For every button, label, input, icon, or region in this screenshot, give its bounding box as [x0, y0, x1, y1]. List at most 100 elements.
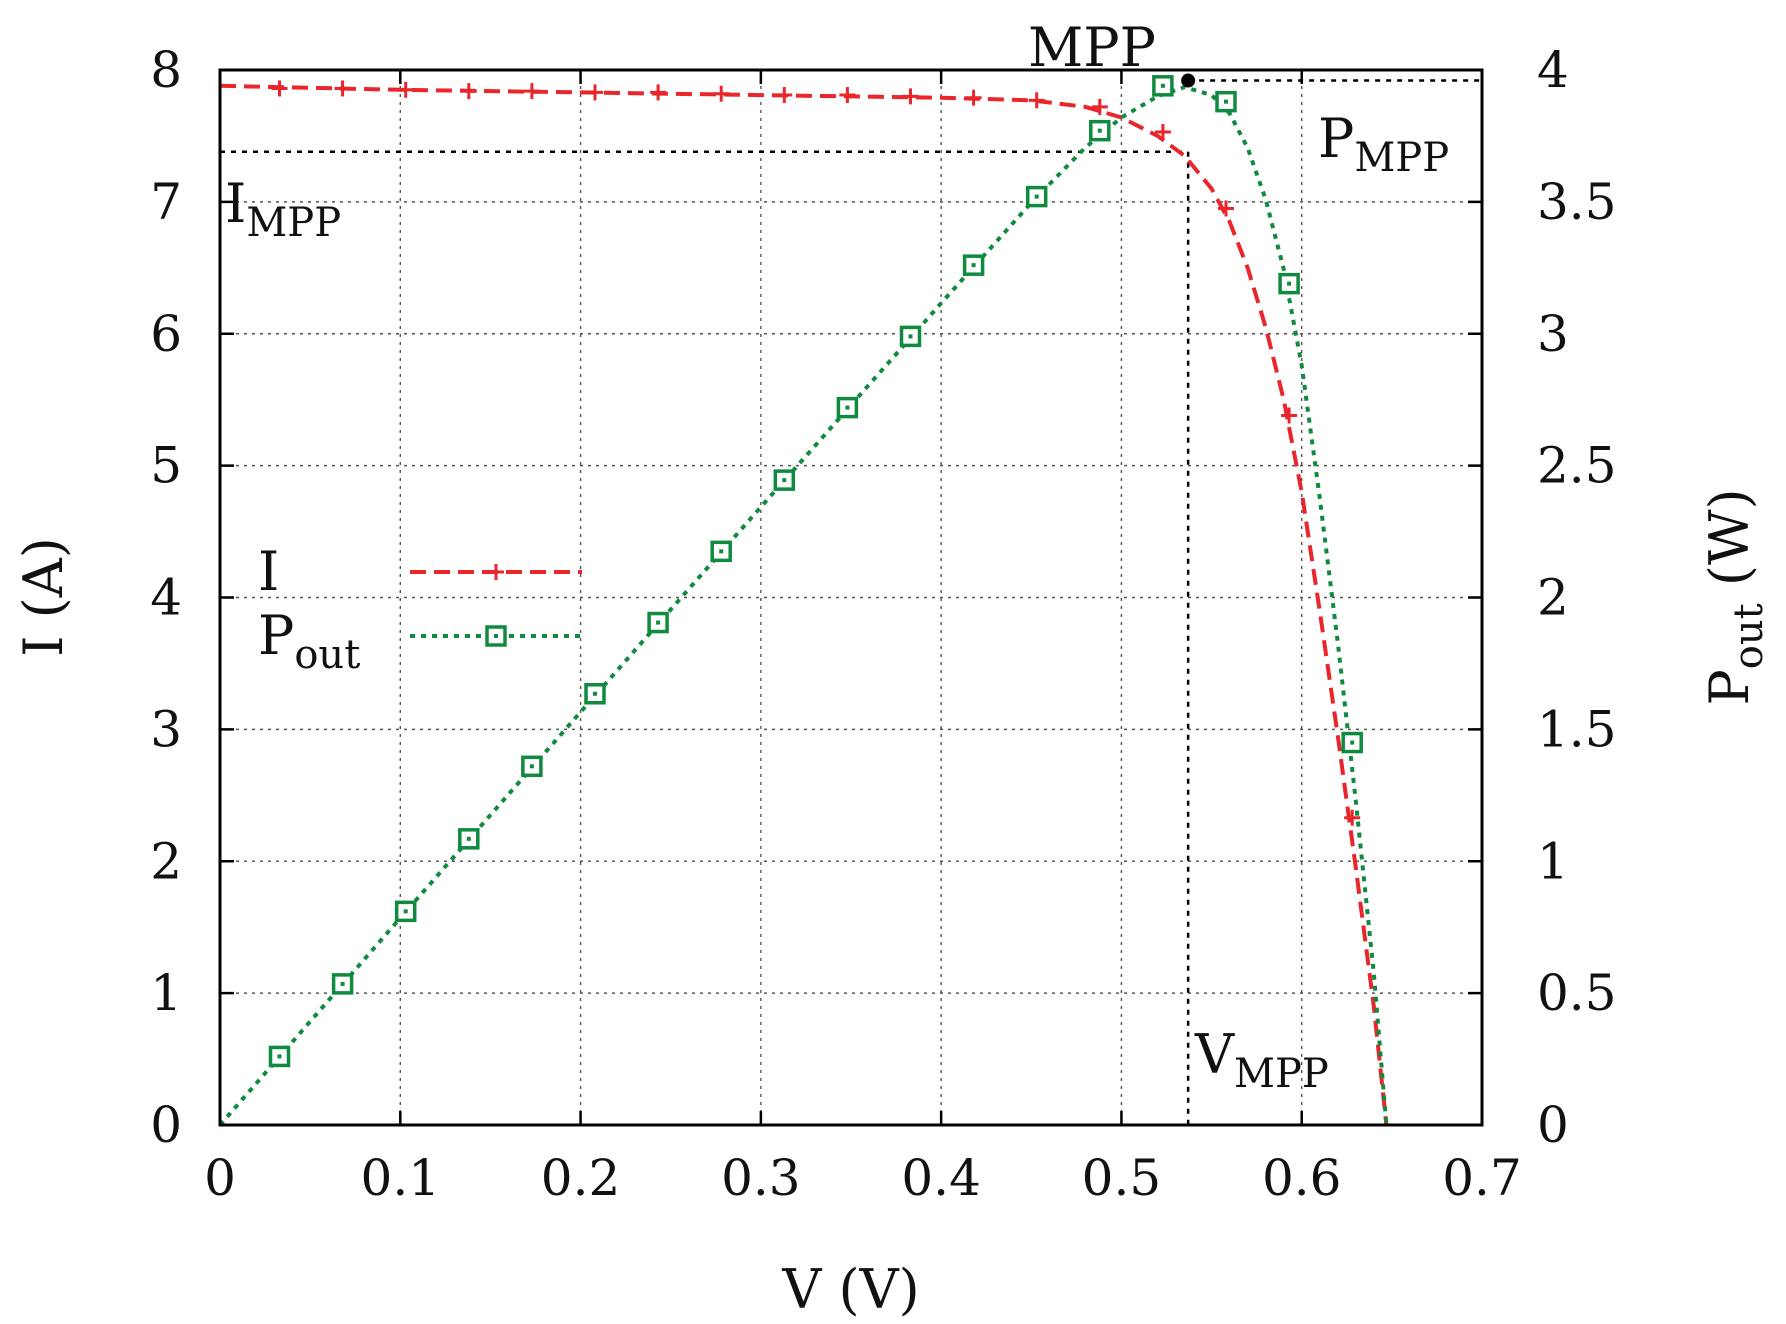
legend-label-main: I	[258, 540, 279, 603]
y2-axis-title: Pout (W)	[1698, 488, 1772, 705]
data-point	[710, 540, 732, 563]
series-line	[218, 85, 1389, 1127]
data-point	[1281, 407, 1298, 424]
legend-label-sub: out	[294, 632, 360, 678]
marker-dot	[1287, 281, 1292, 286]
data-point	[1217, 200, 1234, 217]
data-point	[899, 325, 922, 348]
data-point	[1028, 92, 1045, 109]
series-power	[218, 75, 1389, 1127]
marker-dot	[908, 334, 913, 339]
data-point	[776, 87, 793, 104]
data-point	[1278, 272, 1300, 295]
x-axis-title: V (V)	[781, 1258, 919, 1321]
legend-entry: I	[258, 540, 582, 603]
legend-entry: Pout	[258, 604, 582, 678]
y-axis-title: I (A)	[12, 537, 75, 657]
data-point	[965, 89, 982, 106]
data-point	[334, 80, 351, 97]
series-line	[219, 83, 1389, 1126]
pmpp-label-main: P	[1318, 107, 1354, 170]
x-tick-label: 0.7	[1442, 1149, 1522, 1207]
legend-swatch-marker	[485, 625, 507, 647]
data-point	[1341, 731, 1363, 754]
mpp-guide-lines	[220, 79, 1482, 1125]
x-tick-label: 0.2	[541, 1149, 621, 1207]
data-point	[1152, 75, 1174, 97]
y-tick-label: 6	[150, 305, 182, 363]
y-tick-label: 2	[150, 832, 182, 890]
series-current	[219, 80, 1389, 1126]
marker-dot	[1160, 83, 1165, 88]
data-point	[397, 81, 414, 98]
marker-dot	[529, 764, 534, 769]
data-point	[773, 469, 796, 491]
data-point	[458, 828, 480, 850]
vmpp-label-sub: MPP	[1234, 1051, 1329, 1097]
data-point	[1344, 809, 1361, 826]
marker-dot	[782, 478, 787, 483]
pmpp-label-sub: MPP	[1354, 135, 1449, 181]
data-point	[836, 396, 859, 419]
data-point	[902, 88, 919, 105]
x-tick-label: 0.3	[721, 1149, 801, 1207]
data-point	[650, 84, 667, 101]
data-point	[839, 87, 856, 104]
x-tick-label: 0.6	[1262, 1149, 1342, 1207]
pmpp-label: PMPP	[1318, 107, 1449, 181]
x-tick-label: 0.4	[901, 1149, 981, 1207]
y2-tick-label: 1	[1537, 832, 1569, 890]
impp-label: IMPP	[225, 172, 341, 246]
data-point	[1091, 98, 1108, 115]
grid-layer	[220, 70, 1482, 1125]
y2-tick-label: 3	[1537, 305, 1569, 363]
marker-dot	[340, 981, 345, 986]
data-point	[268, 1045, 291, 1068]
marker-dot	[845, 405, 850, 410]
x-tick-label: 0.5	[1082, 1149, 1162, 1207]
data-point	[460, 83, 477, 100]
series-layer	[218, 73, 1389, 1127]
data-point	[394, 900, 417, 923]
marker-dot	[1350, 740, 1355, 745]
tick-layer: 0 0.1 0.2 0.3 0.4 0.5 0.6 0.7 0 1 2 3 4 5 6 7 8 0 0.5 1 1.5 2…	[150, 41, 1616, 1207]
legend-swatch-marker	[488, 564, 504, 580]
y-tick-label: 4	[150, 569, 182, 627]
mpp-point	[1181, 73, 1196, 88]
marker-dot	[719, 549, 724, 554]
legend-label-main: P	[258, 604, 294, 667]
data-point	[1154, 123, 1171, 140]
marker-dot	[592, 691, 597, 696]
marker-dot	[277, 1054, 282, 1059]
legend-label: Pout	[258, 604, 360, 678]
data-point	[586, 84, 603, 101]
y2-axis-title-tail: (W)	[1698, 488, 1761, 603]
y2-axis-title-main: P	[1698, 669, 1761, 705]
legend-label: I	[258, 540, 279, 603]
y2-axis-title-sub: out	[1726, 603, 1772, 669]
marker-dot	[1223, 99, 1228, 104]
data-point	[331, 973, 354, 995]
y-tick-label: 5	[150, 437, 182, 495]
data-point	[271, 80, 288, 97]
x-tick-label: 0	[204, 1149, 236, 1207]
marker-dot	[971, 263, 976, 268]
marker-dot	[403, 909, 408, 914]
data-point	[1215, 90, 1237, 113]
data-point	[647, 611, 669, 634]
vmpp-label-main: V	[1194, 1023, 1235, 1086]
y2-tick-label: 0	[1537, 1096, 1569, 1154]
y2-tick-label: 2.5	[1537, 437, 1617, 495]
y-tick-label: 7	[150, 173, 182, 231]
marker-dot	[494, 634, 498, 638]
y-tick-label: 1	[150, 964, 182, 1022]
y2-tick-label: 3.5	[1537, 173, 1617, 231]
data-point	[713, 85, 730, 102]
y2-tick-label: 0.5	[1537, 964, 1617, 1022]
marker-dot	[466, 836, 471, 841]
data-point	[584, 683, 606, 705]
data-point	[521, 755, 543, 778]
impp-label-sub: MPP	[246, 200, 341, 246]
vmpp-label: VMPP	[1194, 1023, 1329, 1097]
